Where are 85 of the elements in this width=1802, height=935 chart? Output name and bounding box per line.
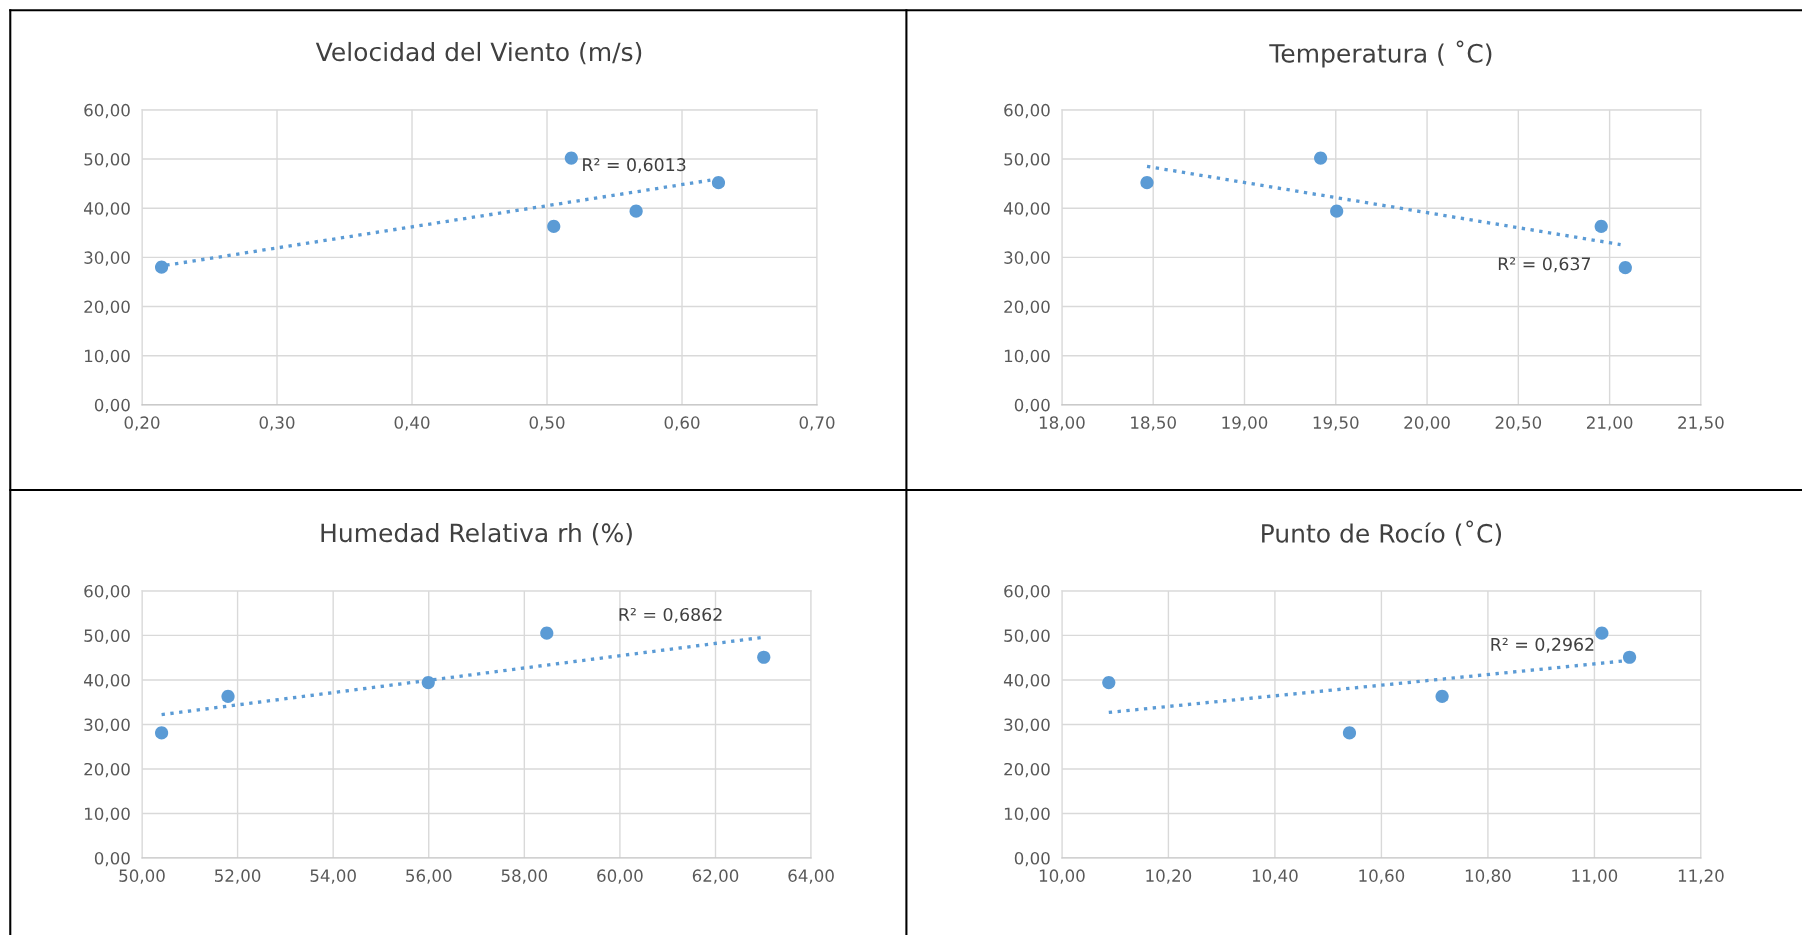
x-tick-label: 10,60: [1359, 869, 1405, 884]
point: [1435, 689, 1449, 703]
x-tick-label: 0,70: [799, 416, 835, 431]
chart-title: Humedad Relativa rh (%): [321, 522, 632, 546]
x-tick-label: 0,20: [124, 416, 160, 431]
x-tick-label: 58,00: [501, 869, 548, 884]
y-tick-label: 20,00: [84, 300, 130, 315]
y-tick-label: 50,00: [1004, 629, 1050, 644]
point: [1140, 176, 1154, 190]
x-tick-label: 54,00: [310, 869, 356, 884]
point: [629, 204, 643, 218]
y-tick-label: 50,00: [84, 152, 130, 168]
point: [1594, 219, 1608, 233]
y-tick-label: 0,00: [94, 398, 130, 414]
x-tick-label: 20,50: [1495, 416, 1542, 431]
point: [421, 676, 435, 690]
y-tick-label: 0,00: [94, 851, 130, 867]
y-tick-label: 20,00: [1004, 300, 1050, 315]
x-tick-label: 19,50: [1313, 416, 1359, 431]
y-tick-label: 40,00: [1003, 202, 1050, 217]
y-tick-label: 10,00: [85, 807, 130, 822]
x-tick-label: 64,00: [788, 869, 834, 884]
y-tick-label: 30,00: [84, 718, 130, 733]
annotation: R² = 0,637: [1498, 257, 1591, 273]
point: [1622, 650, 1637, 664]
y-tick-label: 30,00: [1004, 718, 1050, 733]
annotation: R² = 0,6013: [583, 158, 686, 174]
x-tick-label: 21,50: [1678, 416, 1724, 431]
y-tick-label: 40,00: [1003, 673, 1050, 689]
x-tick-label: 52,00: [215, 869, 261, 884]
y-tick-label: 50,00: [84, 629, 130, 644]
point: [757, 650, 771, 664]
chart-title: Punto de Rocío (˚C): [1262, 520, 1502, 546]
y-tick-label: 50,00: [1004, 152, 1050, 168]
point: [1595, 626, 1609, 640]
x-tick-label: 0,50: [529, 416, 565, 431]
point: [547, 219, 561, 233]
y-tick-label: 0,00: [1014, 851, 1050, 867]
y-tick-label: 10,00: [1004, 807, 1050, 822]
x-tick-label: 10,00: [1039, 869, 1085, 884]
chart-title: Temperatura ( ˚C): [1269, 40, 1492, 68]
x-tick-label: 18,00: [1039, 416, 1085, 431]
y-tick-label: 20,00: [84, 762, 130, 778]
x-tick-label: 18,50: [1131, 416, 1176, 431]
y-tick-label: 20,00: [1004, 762, 1050, 778]
x-tick-label: 0,40: [394, 416, 430, 431]
point: [1342, 726, 1357, 740]
y-tick-label: 60,00: [84, 584, 130, 600]
point: [564, 151, 578, 165]
y-tick-label: 40,00: [83, 673, 130, 689]
point: [540, 626, 554, 640]
x-tick-label: 21,00: [1586, 416, 1633, 431]
y-tick-label: 30,00: [1004, 251, 1050, 266]
y-tick-label: 10,00: [1004, 349, 1050, 364]
y-tick-label: 0,00: [1014, 398, 1050, 414]
annotation: R² = 0,2962: [1491, 637, 1594, 653]
x-tick-label: 11,00: [1572, 869, 1618, 884]
x-tick-label: 11,20: [1678, 869, 1724, 884]
point: [711, 176, 726, 190]
y-tick-label: 60,00: [1004, 584, 1050, 600]
x-tick-label: 62,00: [692, 869, 739, 884]
x-tick-label: 0,30: [259, 416, 295, 431]
point: [1330, 204, 1344, 218]
y-tick-label: 10,00: [85, 349, 130, 364]
x-tick-label: 20,00: [1404, 416, 1450, 431]
x-tick-label: 50,00: [119, 869, 165, 884]
x-tick-label: 10,80: [1465, 869, 1511, 884]
x-tick-label: 56,00: [406, 869, 452, 884]
x-tick-label: 10,40: [1252, 869, 1298, 884]
y-tick-label: 30,00: [84, 251, 130, 266]
point: [221, 689, 235, 703]
point: [155, 726, 169, 740]
point: [154, 260, 169, 274]
point: [1314, 151, 1328, 165]
annotation: R² = 0,6862: [619, 607, 722, 623]
point: [1102, 676, 1116, 690]
y-tick-label: 60,00: [1004, 103, 1050, 119]
x-tick-label: 19,00: [1222, 416, 1268, 431]
chart-title: Velocidad del Viento (m/s): [315, 41, 642, 65]
x-tick-label: 10,20: [1146, 869, 1192, 884]
y-tick-label: 40,00: [83, 202, 130, 217]
x-tick-label: 60,00: [597, 869, 643, 884]
x-tick-label: 0,60: [664, 416, 700, 431]
point: [1618, 261, 1632, 275]
y-tick-label: 60,00: [84, 103, 130, 119]
